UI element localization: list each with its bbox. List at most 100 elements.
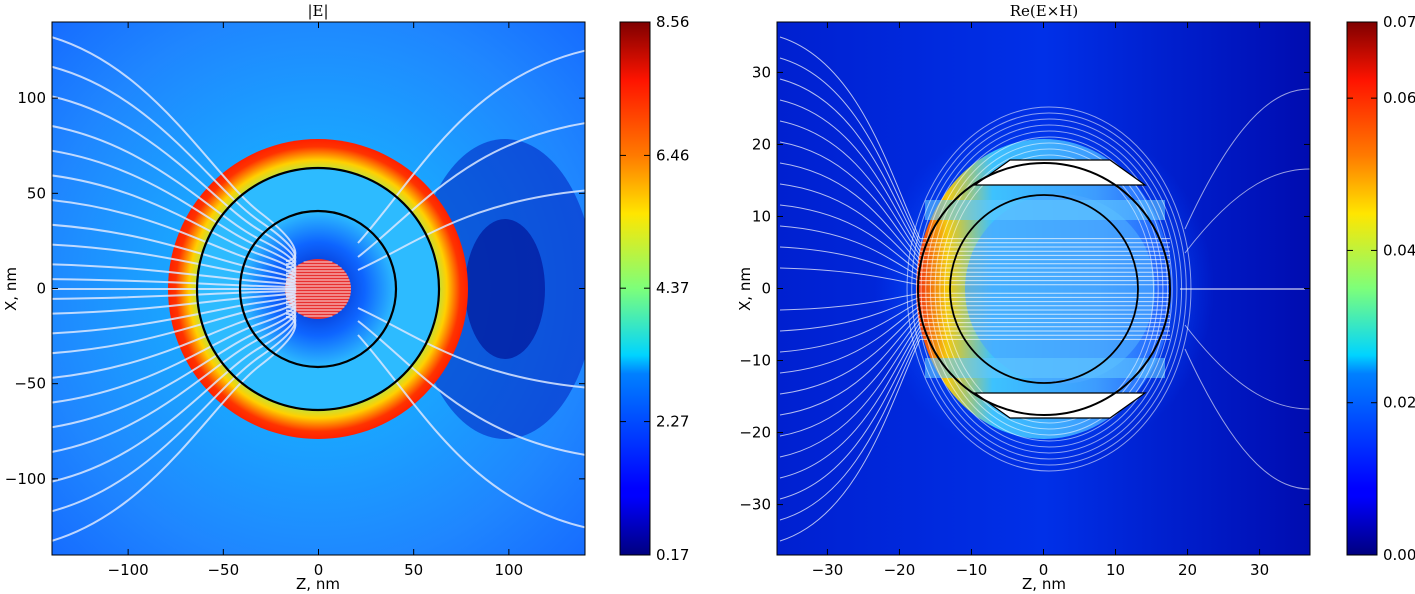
- colorbar-tick-label: 6.46: [656, 146, 689, 164]
- colorbar-tick-label: 0.06: [1383, 89, 1415, 107]
- field-streamline: [52, 306, 297, 453]
- y-tick-label: −30: [739, 496, 771, 514]
- poynting-streamline: [779, 334, 1170, 521]
- inner-shell-outline: [238, 209, 398, 369]
- poynting-streamline: [779, 225, 1170, 277]
- poynting-loop: [939, 148, 1159, 430]
- poynting-streamline: [779, 301, 1170, 353]
- dark-lobe-core: [465, 219, 545, 359]
- x-tick-label: 10: [1106, 561, 1125, 579]
- poynting-streamline: [779, 99, 1170, 252]
- x-axis-label-left: Z, nm: [296, 575, 340, 593]
- colorbar-ticks: 8.56 6.46 4.37 2.27 0.17: [620, 13, 689, 564]
- poynting-streamline: [779, 338, 1170, 542]
- x-tick-label: −50: [207, 561, 239, 579]
- colorbar-tick-label: 0.02: [1383, 394, 1415, 412]
- heatmap-e-field: −100 −50 0 50 100 100 50 0 −50 −100: [5, 21, 586, 579]
- axis-ticks-left: −100 −50 0 50 100 100 50 0 −50 −100: [5, 22, 585, 579]
- poynting-streamline: [779, 183, 1170, 269]
- field-streamline: [52, 309, 297, 483]
- poynting-streamline: [779, 204, 1170, 273]
- field-streamline: [357, 49, 585, 244]
- poynting-streamline: [779, 296, 1170, 332]
- colorbar-scale: [1346, 21, 1378, 556]
- x-tick-label: −10: [956, 561, 988, 579]
- heatmap-poynting: −30 −20 −10 0 10 20 30 30 20 10 0 −10 −20 −30: [739, 21, 1311, 579]
- x-tick-label: 0: [1039, 561, 1049, 579]
- x-axis-label-right: Z, nm: [1022, 575, 1066, 593]
- y-axis-label-right: X, nm: [736, 267, 754, 311]
- field-streamline: [52, 174, 297, 278]
- chart-title-left: |E|: [307, 2, 328, 20]
- colorbar-tick-label: 2.27: [656, 413, 689, 431]
- poynting-streamline: [779, 326, 1170, 479]
- field-streamline: [52, 316, 297, 542]
- inner-shell-outline: [949, 194, 1139, 384]
- field-streamline: [52, 243, 297, 286]
- y-tick-label: 0: [36, 280, 46, 298]
- field-streamline: [357, 334, 585, 529]
- outer-shell-outline: [917, 162, 1171, 416]
- poynting-streamline: [779, 120, 1170, 256]
- poynting-streamline: [779, 313, 1170, 416]
- poynting-loop: [934, 142, 1164, 436]
- x-tick-label: 20: [1178, 561, 1197, 579]
- poynting-streamline: [1184, 168, 1310, 254]
- field-streamline: [357, 307, 585, 389]
- colorbar-tick-label: 0.04: [1383, 241, 1415, 259]
- x-tick-label: −30: [812, 561, 844, 579]
- poynting-streamline: [779, 36, 1170, 240]
- poynting-streamline: [779, 246, 1170, 282]
- x-tick-label: −100: [108, 561, 149, 579]
- colorbar-tick-label: 0.07: [1383, 13, 1415, 31]
- x-tick-label: −20: [884, 561, 916, 579]
- poynting-loop: [943, 154, 1155, 424]
- poynting-streamline: [779, 305, 1170, 374]
- y-tick-label: 10: [752, 207, 771, 225]
- y-tick-label: 0: [761, 280, 771, 298]
- streamlines-right: [779, 36, 1310, 542]
- poynting-loop: [920, 124, 1178, 454]
- poynting-streamline: [1184, 324, 1310, 410]
- colorbar-tick-label: 0.17: [656, 546, 689, 564]
- field-streamline: [52, 297, 297, 379]
- field-streamline: [357, 122, 585, 258]
- y-tick-label: 100: [17, 89, 46, 107]
- inner-body: [965, 194, 1155, 384]
- poynting-streamline: [779, 309, 1170, 395]
- field-streamline: [357, 320, 585, 456]
- x-tick-label: 100: [495, 561, 524, 579]
- field-streamline: [52, 312, 297, 513]
- core-streamlines: [285, 261, 351, 317]
- field-streamline: [52, 295, 297, 355]
- poynting-streamline: [1184, 348, 1310, 490]
- colorbar-e-field: 8.56 6.46 4.37 2.27 0.17: [619, 13, 689, 564]
- x-tick-label: 30: [1250, 561, 1269, 579]
- y-tick-label: −100: [5, 470, 46, 488]
- colorbar-poynting: 0.07 0.06 0.04 0.02 0.00: [1346, 13, 1415, 564]
- y-tick-label: 20: [752, 135, 771, 153]
- field-streamline: [52, 263, 297, 288]
- y-tick-label: 50: [27, 184, 46, 202]
- field-streamline: [357, 189, 585, 271]
- field-streamline: [52, 223, 297, 283]
- y-axis-label-left: X, nm: [2, 267, 20, 311]
- axis-ticks-right: −30 −20 −10 0 10 20 30 30 20 10 0 −10 −20 −30: [739, 22, 1310, 579]
- field-streamline: [52, 300, 297, 404]
- y-tick-label: −50: [14, 375, 46, 393]
- field-streamline: [52, 303, 297, 429]
- y-tick-label: 30: [752, 63, 771, 81]
- colorbar-ticks: 0.07 0.06 0.04 0.02 0.00: [1347, 13, 1415, 564]
- poynting-loop: [929, 136, 1169, 442]
- poynting-streamline: [779, 162, 1170, 265]
- colorbar-tick-label: 0.00: [1383, 546, 1415, 564]
- field-streamline: [52, 292, 297, 335]
- poynting-streamline: [779, 322, 1170, 458]
- field-streamline: [52, 290, 297, 315]
- outer-shell-outline: [195, 166, 441, 412]
- poynting-loop: [925, 130, 1173, 448]
- y-tick-label: −20: [739, 424, 771, 442]
- colorbar-tick-label: 4.37: [656, 279, 689, 297]
- poynting-streamline: [779, 317, 1170, 437]
- x-tick-label: 50: [404, 561, 423, 579]
